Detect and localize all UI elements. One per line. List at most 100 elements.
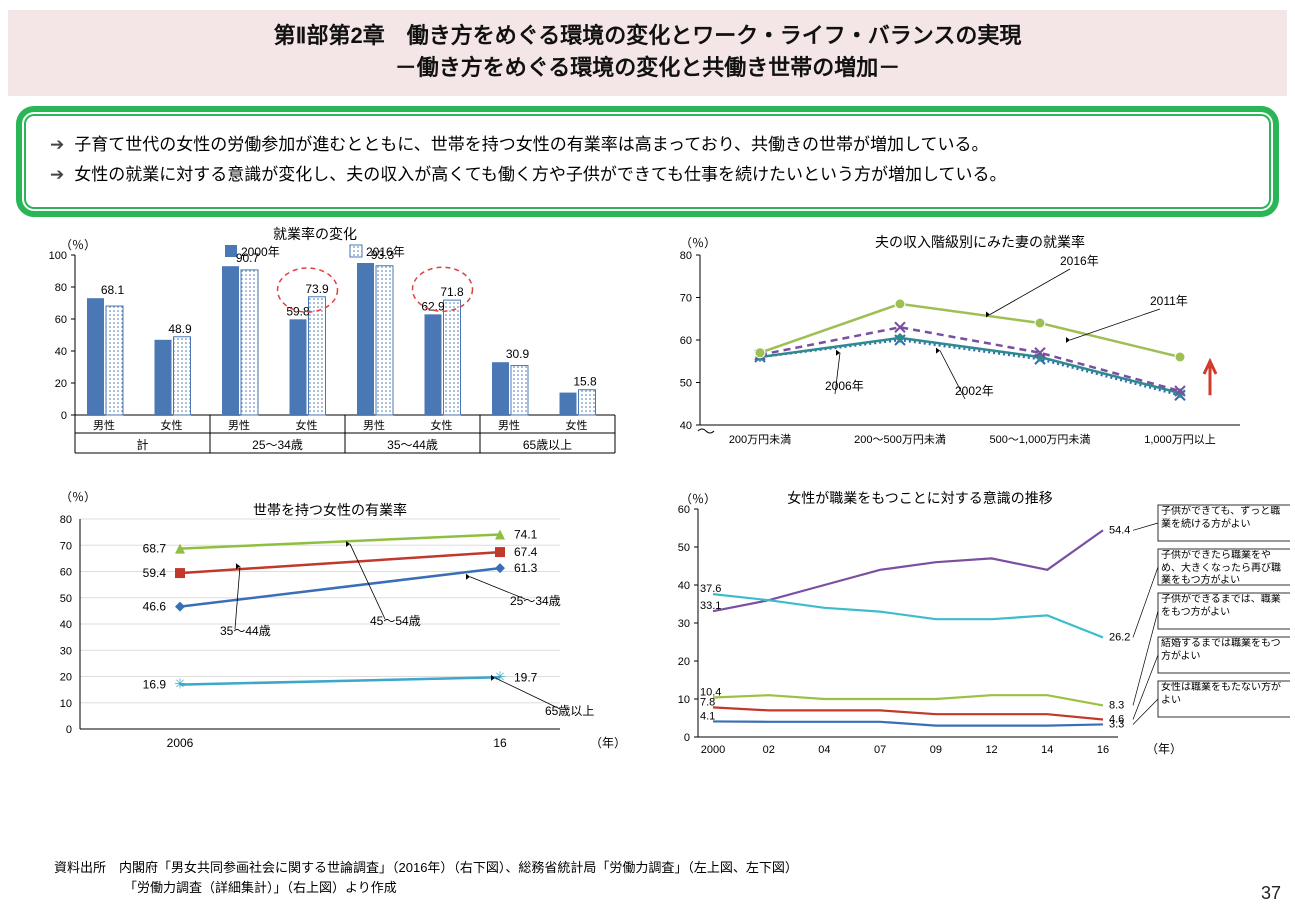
- svg-text:（年）: （年）: [1146, 742, 1182, 756]
- wife-employment-by-husband-income-chart: 夫の収入階級別にみた妻の就業率 （％） 40 50 60 70 80 200万円未満 200～5…: [640, 225, 1280, 485]
- svg-text:09: 09: [930, 744, 942, 756]
- svg-text:500～1,000万円未満: 500～1,000万円未満: [990, 433, 1091, 446]
- summary-box: 子育て世代の女性の労働参加が進むとともに、世帯を持つ女性の有業率は高まっており、…: [16, 106, 1279, 217]
- svg-text:0: 0: [61, 410, 67, 422]
- svg-text:2006: 2006: [167, 736, 194, 750]
- svg-text:3.3: 3.3: [1109, 718, 1124, 730]
- svg-text:2016年: 2016年: [1060, 254, 1099, 268]
- svg-text:90.7: 90.7: [236, 251, 260, 265]
- attitude-toward-women-working-chart: 女性が職業をもつことに対する意識の推移（％）010203040506020000…: [640, 485, 1290, 775]
- employment-rate-bar-chart: 就業率の変化2000年2016年（％）02040608010068.1男性48.…: [20, 225, 630, 485]
- source-line: 「労働力調査（詳細集計）」（右上図）より作成: [54, 878, 798, 898]
- svg-text:4.1: 4.1: [700, 710, 715, 722]
- svg-text:15.8: 15.8: [573, 375, 597, 389]
- svg-text:30.9: 30.9: [506, 347, 530, 361]
- svg-text:7.8: 7.8: [700, 696, 715, 708]
- summary-item: 女性の就業に対する意識が変化し、夫の収入が高くても働く方や子供ができても仕事を続…: [72, 160, 1245, 191]
- svg-text:計: 計: [136, 437, 148, 452]
- svg-text:50: 50: [680, 377, 692, 389]
- title-line-2: －働き方をめぐる環境の変化と共働き世帯の増加－: [395, 55, 901, 80]
- svg-text:65歳以上: 65歳以上: [545, 704, 594, 718]
- svg-text:71.8: 71.8: [440, 285, 464, 299]
- svg-text:48.9: 48.9: [168, 322, 192, 336]
- svg-text:45～54歳: 45～54歳: [370, 614, 421, 628]
- svg-text:60: 60: [55, 314, 67, 326]
- svg-text:37.6: 37.6: [700, 583, 721, 595]
- svg-text:女性: 女性: [161, 418, 183, 432]
- data-sources: 資料出所 内閣府「男女共同参画社会に関する世論調査」（2016年）（右下図）、総…: [54, 858, 798, 898]
- svg-text:20: 20: [60, 671, 72, 683]
- svg-text:2006年: 2006年: [825, 379, 864, 393]
- svg-text:93.3: 93.3: [371, 248, 395, 262]
- svg-text:女性が職業をもつことに対する意識の推移: 女性が職業をもつことに対する意識の推移: [787, 490, 1052, 506]
- svg-text:46.6: 46.6: [143, 600, 167, 614]
- svg-text:世帯を持つ女性の有業率: 世帯を持つ女性の有業率: [253, 502, 407, 518]
- svg-text:就業率の変化: 就業率の変化: [273, 226, 357, 242]
- svg-text:73.9: 73.9: [305, 282, 329, 296]
- svg-text:女性: 女性: [566, 418, 588, 432]
- svg-text:59.4: 59.4: [143, 566, 167, 580]
- svg-text:74.1: 74.1: [514, 527, 538, 541]
- svg-text:25～34歳: 25～34歳: [252, 438, 303, 452]
- svg-text:59.8: 59.8: [286, 304, 310, 318]
- svg-text:16: 16: [1097, 744, 1109, 756]
- svg-text:男性: 男性: [93, 418, 115, 432]
- svg-text:40: 40: [680, 420, 692, 432]
- svg-text:0: 0: [66, 724, 72, 736]
- svg-text:（年）: （年）: [590, 736, 626, 750]
- svg-text:33.1: 33.1: [700, 600, 721, 612]
- svg-text:1,000万円以上: 1,000万円以上: [1144, 433, 1216, 446]
- source-line: 資料出所 内閣府「男女共同参画社会に関する世論調査」（2016年）（右下図）、総…: [54, 858, 798, 878]
- svg-text:07: 07: [874, 744, 886, 756]
- svg-text:70: 70: [680, 292, 692, 304]
- svg-text:40: 40: [55, 346, 67, 358]
- svg-text:夫の収入階級別にみた妻の就業率: 夫の収入階級別にみた妻の就業率: [875, 234, 1085, 250]
- title-line-1: 第Ⅱ部第2章 働き方をめぐる環境の変化とワーク・ライフ・バランスの実現: [274, 23, 1022, 48]
- svg-text:26.2: 26.2: [1109, 631, 1130, 643]
- svg-text:65歳以上: 65歳以上: [523, 438, 572, 452]
- svg-text:（％）: （％）: [680, 236, 716, 250]
- svg-text:8.3: 8.3: [1109, 699, 1124, 711]
- page-title: 第Ⅱ部第2章 働き方をめぐる環境の変化とワーク・ライフ・バランスの実現 －働き方…: [8, 20, 1287, 84]
- svg-text:14: 14: [1041, 744, 1053, 756]
- svg-text:100: 100: [49, 250, 67, 262]
- svg-text:67.4: 67.4: [514, 545, 538, 559]
- svg-text:200万円未満: 200万円未満: [729, 433, 791, 446]
- svg-text:02: 02: [763, 744, 775, 756]
- svg-text:62.9: 62.9: [421, 299, 445, 313]
- svg-text:19.7: 19.7: [514, 670, 538, 684]
- svg-text:70: 70: [60, 540, 72, 552]
- svg-text:80: 80: [55, 282, 67, 294]
- svg-text:60: 60: [60, 566, 72, 578]
- svg-text:20: 20: [678, 656, 690, 668]
- svg-text:40: 40: [60, 619, 72, 631]
- svg-text:16.9: 16.9: [143, 678, 167, 692]
- svg-text:80: 80: [680, 250, 692, 262]
- svg-text:10: 10: [678, 694, 690, 706]
- svg-text:200～500万円未満: 200～500万円未満: [854, 433, 946, 446]
- svg-text:12: 12: [985, 744, 997, 756]
- svg-text:04: 04: [818, 744, 830, 756]
- svg-text:80: 80: [60, 514, 72, 526]
- svg-text:✳: ✳: [174, 676, 186, 692]
- svg-text:68.1: 68.1: [101, 283, 125, 297]
- svg-text:30: 30: [678, 618, 690, 630]
- svg-text:54.4: 54.4: [1109, 524, 1130, 536]
- svg-text:女性: 女性: [431, 418, 453, 432]
- svg-text:60: 60: [680, 335, 692, 347]
- title-band: 第Ⅱ部第2章 働き方をめぐる環境の変化とワーク・ライフ・バランスの実現 －働き方…: [8, 10, 1287, 96]
- svg-text:16: 16: [493, 736, 507, 750]
- svg-text:40: 40: [678, 580, 690, 592]
- svg-text:2011年: 2011年: [1150, 294, 1188, 308]
- svg-text:35～44歳: 35～44歳: [220, 624, 271, 638]
- summary-item: 子育て世代の女性の労働参加が進むとともに、世帯を持つ女性の有業率は高まっており、…: [72, 130, 1245, 161]
- svg-text:男性: 男性: [228, 418, 250, 432]
- svg-text:女性: 女性: [296, 418, 318, 432]
- svg-text:20: 20: [55, 378, 67, 390]
- svg-text:68.7: 68.7: [143, 542, 167, 556]
- svg-text:60: 60: [678, 504, 690, 516]
- svg-text:男性: 男性: [363, 418, 385, 432]
- svg-text:（％）: （％）: [60, 490, 96, 504]
- svg-text:35～44歳: 35～44歳: [387, 438, 438, 452]
- svg-text:50: 50: [60, 593, 72, 605]
